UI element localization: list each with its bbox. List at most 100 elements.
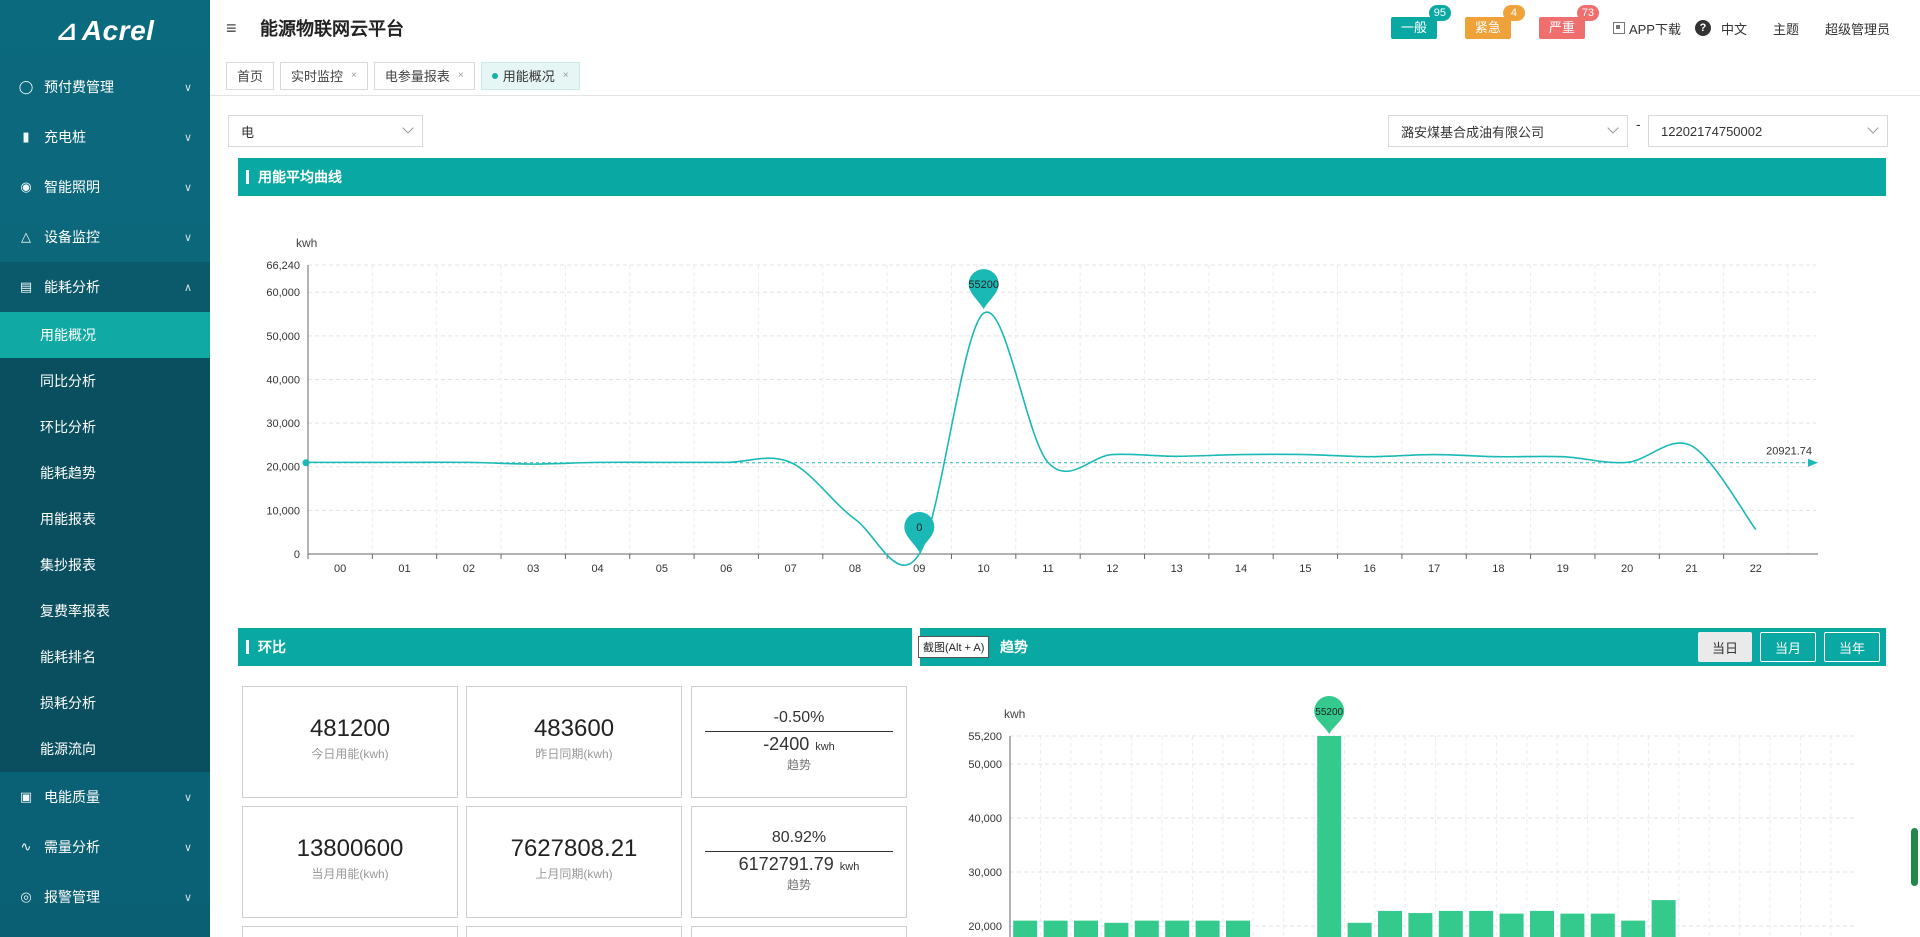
bar (1378, 910, 1402, 937)
sidebar-group-label: 预付费管理 (44, 79, 114, 95)
sidebar-item-ranking[interactable]: 能耗排名 (40, 649, 96, 665)
alarm-count-badge: 95 (1428, 5, 1451, 21)
x-tick-label: 17 (1428, 563, 1440, 575)
trend-percent: -0.50% (773, 709, 825, 726)
today-usage-card: 481200 今日用能(kwh) (242, 686, 458, 798)
sidebar-group-alarm[interactable]: ◎ 报警管理 ∨ (0, 872, 210, 922)
tab-param-report[interactable]: 电参量报表 × (373, 61, 475, 90)
chevron-down-icon (1867, 122, 1879, 134)
y-tick-label: 10,000 (266, 505, 300, 517)
sidebar-item-overview[interactable]: 用能概况 (0, 312, 210, 358)
sidebar-item-report[interactable]: 用能报表 (40, 511, 96, 527)
x-tick-label: 12 (1106, 563, 1118, 575)
sidebar-item-trend[interactable]: 能耗趋势 (40, 465, 96, 481)
x-tick-label: 14 (1235, 563, 1247, 575)
y-tick-label: 50,000 (266, 331, 300, 343)
meter-select[interactable]: 12202174750002 (1648, 115, 1888, 147)
bar (1347, 922, 1372, 937)
language-switch[interactable]: 中文 (1720, 21, 1747, 37)
y-tick-label: 30,000 (266, 418, 300, 430)
x-tick-label: 00 (334, 563, 346, 575)
chevron-down-icon: ∨ (183, 841, 192, 854)
charging-pile-icon: ▮ (22, 129, 30, 144)
x-tick-label: 08 (849, 563, 861, 575)
sidebar-group-prepaid[interactable]: ◯ 预付费管理 ∨ (0, 62, 210, 112)
chevron-down-icon: ∨ (183, 181, 192, 194)
section-title: 趋势 (1000, 639, 1028, 655)
user-menu[interactable]: 超级管理员 (1824, 21, 1890, 37)
chevron-down-icon: ∨ (183, 791, 192, 804)
tab-label: 电参量报表 (384, 69, 450, 84)
bar (1317, 736, 1342, 937)
app-download-link[interactable]: APP下载 (1612, 19, 1681, 38)
x-tick-label: 20 (1621, 563, 1633, 575)
alarm-general-button[interactable]: 一般 95 (1390, 5, 1451, 39)
average-label: 20921.74 (1766, 446, 1812, 458)
tab-energy-overview[interactable]: 用能概况 × (480, 61, 580, 90)
divider (705, 731, 893, 732)
trend-unit: kwh (815, 741, 835, 753)
company-select[interactable]: 潞安煤基合成油有限公司 (1388, 115, 1628, 147)
sidebar-group-lighting[interactable]: ◉ 智能照明 ∨ (0, 162, 210, 212)
close-icon[interactable]: × (457, 70, 464, 81)
select-value: 12202174750002 (1661, 123, 1763, 139)
bar (1469, 910, 1494, 937)
stat-caption: 上月同期(kwh) (535, 867, 613, 881)
daily-trend-card: -0.50% -2400 kwh 趋势 (691, 686, 907, 798)
avg-curve-header: 用能平均曲线 (238, 158, 1886, 196)
sidebar-item-multi-rate[interactable]: 复费率报表 (40, 603, 110, 619)
x-tick-label: 03 (527, 563, 539, 575)
close-icon[interactable]: × (562, 70, 569, 81)
sidebar-item-yoy[interactable]: 同比分析 (40, 373, 96, 389)
tab-home[interactable]: 首页 (226, 61, 275, 90)
close-icon[interactable]: × (351, 70, 357, 81)
chevron-down-icon: ∨ (183, 81, 192, 94)
period-year-button[interactable]: 当年 (1824, 632, 1880, 662)
energy-analysis-submenu: 用能概况 同比分析 环比分析 能耗趋势 用能报表 集抄报表 复费率报表 能耗排名… (0, 312, 210, 772)
energy-type-select[interactable]: 电 (228, 115, 423, 147)
sidebar-group-device-monitor[interactable]: △ 设备监控 ∨ (0, 212, 210, 262)
sidebar-group-label: 能耗分析 (44, 279, 100, 295)
trend-caption: 趋势 (786, 878, 811, 892)
x-tick-label: 04 (591, 563, 603, 575)
y-axis-unit-label: kwh (296, 236, 317, 250)
app-title: 能源物联网云平台 (260, 19, 404, 39)
sidebar-group-demand[interactable]: ∿ 需量分析 ∨ (0, 822, 210, 872)
stat-caption: 今日用能(kwh) (311, 747, 389, 761)
sidebar-item-mom[interactable]: 环比分析 (40, 419, 96, 435)
page-scrollbar[interactable] (1911, 828, 1918, 886)
y-max-label: 55,200 (968, 731, 1002, 743)
bar (1621, 920, 1646, 937)
sidebar-item-collect-report[interactable]: 集抄报表 (40, 557, 96, 573)
bar (1043, 920, 1068, 937)
trend-unit: kwh (839, 861, 860, 873)
sidebar-group-label: 智能照明 (44, 179, 100, 195)
acrel-logo-icon: ⊿ (55, 15, 78, 46)
bar (1499, 913, 1524, 937)
select-value: 电 (241, 124, 255, 140)
sidebar-group-energy-analysis[interactable]: ▤ 能耗分析 ∧ (0, 262, 210, 312)
bar (1226, 920, 1250, 937)
year-usage-card (242, 926, 458, 937)
tab-realtime-monitor[interactable]: 实时监控 × (280, 61, 368, 90)
sidebar-group-charging[interactable]: ▮ 充电桩 ∨ (0, 112, 210, 162)
menu-toggle-icon[interactable]: ≡ (226, 17, 237, 38)
trend-caption: 趋势 (786, 758, 811, 772)
y-tick-label: 60,000 (266, 287, 300, 299)
theme-button[interactable]: 主题 (1772, 21, 1799, 37)
help-icon[interactable]: ? (1694, 20, 1711, 36)
sidebar-item-loss[interactable]: 损耗分析 (40, 695, 96, 711)
alarm-severe-button[interactable]: 严重 73 (1538, 5, 1599, 39)
trend-bar-chart: kwh 20,000 30,000 40,000 50,000 55,200 55200 (968, 696, 1857, 937)
period-day-button[interactable]: 当日 (1698, 632, 1752, 662)
sidebar-item-flow[interactable]: 能源流向 (40, 741, 96, 757)
logo: ⊿ Acrel (0, 0, 210, 62)
alarm-urgent-button[interactable]: 紧急 4 (1464, 5, 1525, 39)
stat-value: 483600 (533, 715, 615, 742)
min-marker: 0 (904, 512, 935, 552)
sidebar-group-power-quality[interactable]: ▣ 电能质量 ∨ (0, 772, 210, 822)
stat-value: 7627808.21 (510, 835, 638, 862)
bar (1165, 920, 1190, 937)
period-month-button[interactable]: 当月 (1760, 632, 1816, 662)
chevron-up-icon: ∧ (183, 281, 192, 294)
